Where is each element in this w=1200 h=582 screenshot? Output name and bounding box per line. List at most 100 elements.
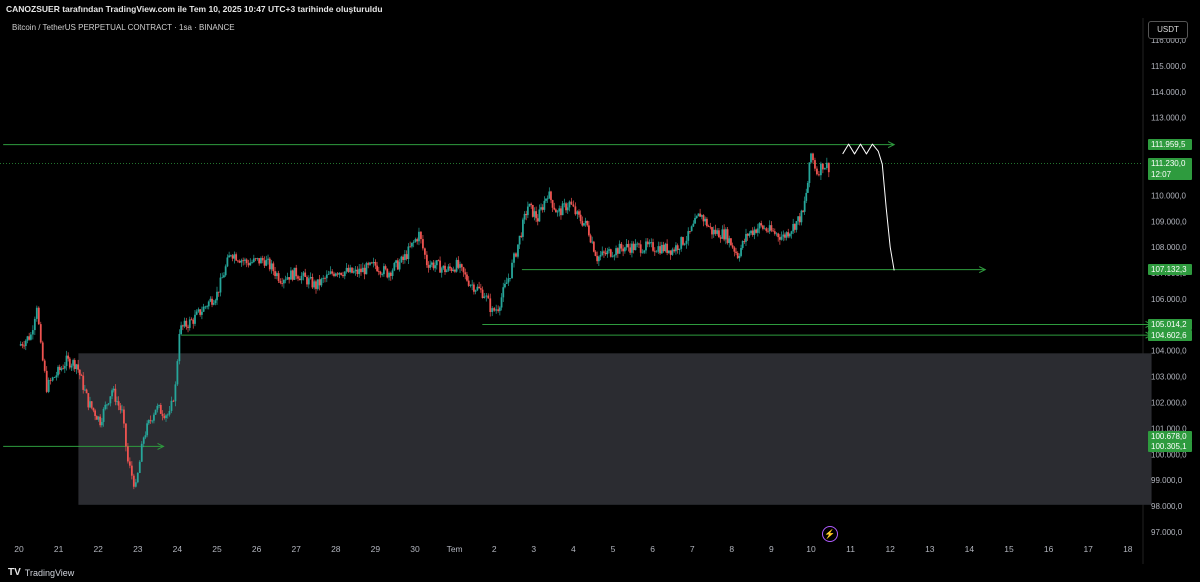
candle-body	[261, 258, 264, 261]
candle-body	[343, 271, 346, 277]
candle-body	[386, 268, 389, 278]
candle-body	[89, 401, 91, 408]
candle-body	[814, 160, 816, 169]
candle-body	[689, 231, 691, 232]
tradingview-logo[interactable]: TV TradingView	[8, 567, 74, 578]
candle-body	[400, 256, 403, 263]
lightning-icon[interactable]: ⚡	[822, 526, 838, 542]
candle-body	[297, 276, 299, 279]
candle-body	[424, 248, 426, 255]
x-tick-label: 16	[1044, 544, 1054, 554]
candle-body	[329, 271, 332, 274]
candle-body	[272, 263, 275, 272]
candle-body	[19, 344, 22, 346]
candle-body	[702, 215, 705, 222]
candle-body	[709, 226, 712, 228]
candle-body	[810, 153, 812, 163]
candle-body	[460, 264, 463, 268]
candle-body	[156, 405, 159, 410]
candle-body	[806, 182, 809, 193]
candle-body	[650, 242, 653, 243]
candle-body	[82, 375, 85, 390]
candle-body	[166, 414, 169, 416]
candle-body	[84, 389, 86, 391]
candle-body	[132, 475, 135, 487]
candle-body	[345, 267, 348, 272]
candle-body	[736, 252, 739, 259]
candle-body	[142, 437, 145, 444]
candle-body	[194, 314, 196, 324]
candle-body	[632, 243, 635, 251]
candle-body	[735, 251, 737, 253]
candle-body	[414, 239, 417, 242]
candle-body	[277, 273, 280, 281]
candle-body	[697, 213, 700, 217]
candle-body	[149, 420, 152, 421]
candle-body	[615, 248, 617, 256]
candle-body	[342, 274, 344, 277]
x-tick-label: 20	[14, 544, 24, 554]
candle-body	[683, 243, 686, 245]
candle-body	[724, 229, 727, 240]
candle-body	[538, 209, 541, 222]
currency-button[interactable]: USDT	[1148, 21, 1188, 39]
candle-body	[405, 254, 408, 260]
candle-body	[391, 270, 394, 276]
attribution-text: CANOZSUER tarafından TradingView.com ile…	[6, 4, 383, 14]
candle-body	[324, 277, 326, 279]
candle-body	[604, 252, 607, 255]
candle-body	[756, 228, 759, 233]
attribution-bar: CANOZSUER tarafından TradingView.com ile…	[0, 0, 1200, 18]
candle-body	[185, 320, 188, 327]
candle-body	[212, 303, 215, 305]
candle-body	[808, 162, 811, 183]
candle-body	[244, 259, 246, 261]
candle-body	[793, 223, 796, 230]
candle-body	[623, 247, 626, 252]
candle-body	[279, 280, 282, 284]
candle-body	[584, 220, 587, 224]
candle-body	[43, 360, 46, 371]
y-tick-label: 110.000,0	[1151, 191, 1187, 200]
candle-body	[77, 364, 80, 370]
candle-body	[556, 211, 559, 213]
candle-body	[316, 279, 319, 289]
candle-body	[485, 295, 488, 297]
candle-body	[533, 211, 536, 217]
candle-body	[73, 360, 76, 369]
candle-body	[790, 231, 793, 234]
candle-body	[119, 405, 122, 410]
candle-body	[718, 230, 720, 238]
candle-body	[606, 250, 609, 255]
candle-body	[365, 263, 368, 275]
candle-body	[187, 326, 189, 328]
candle-body	[657, 246, 660, 252]
candle-body	[706, 218, 708, 227]
x-tick-label: 2	[492, 544, 497, 554]
candle-body	[591, 241, 594, 243]
candle-body	[733, 247, 736, 252]
candle-body	[558, 208, 561, 212]
level-price-badge: 100.305,1	[1148, 440, 1192, 452]
candle-body	[741, 241, 744, 248]
candle-body	[522, 219, 524, 237]
candle-body	[403, 254, 406, 260]
candle-body	[161, 413, 164, 416]
candle-body	[721, 229, 724, 239]
candle-body	[325, 274, 328, 279]
candle-body	[252, 258, 255, 262]
candle-body	[716, 230, 719, 234]
candle-body	[568, 201, 571, 208]
candle-body	[245, 259, 248, 264]
symbol-title[interactable]: Bitcoin / TetherUS PERPETUAL CONTRACT · …	[12, 23, 235, 32]
candle-body	[284, 279, 287, 281]
candle-body	[309, 277, 312, 279]
candle-body	[594, 251, 597, 256]
candle-body	[92, 407, 95, 411]
x-tick-label: 8	[729, 544, 734, 554]
candle-body	[528, 203, 531, 207]
candle-body	[125, 423, 127, 447]
candle-body	[652, 242, 654, 251]
y-tick-label: 103.000,0	[1151, 373, 1187, 382]
